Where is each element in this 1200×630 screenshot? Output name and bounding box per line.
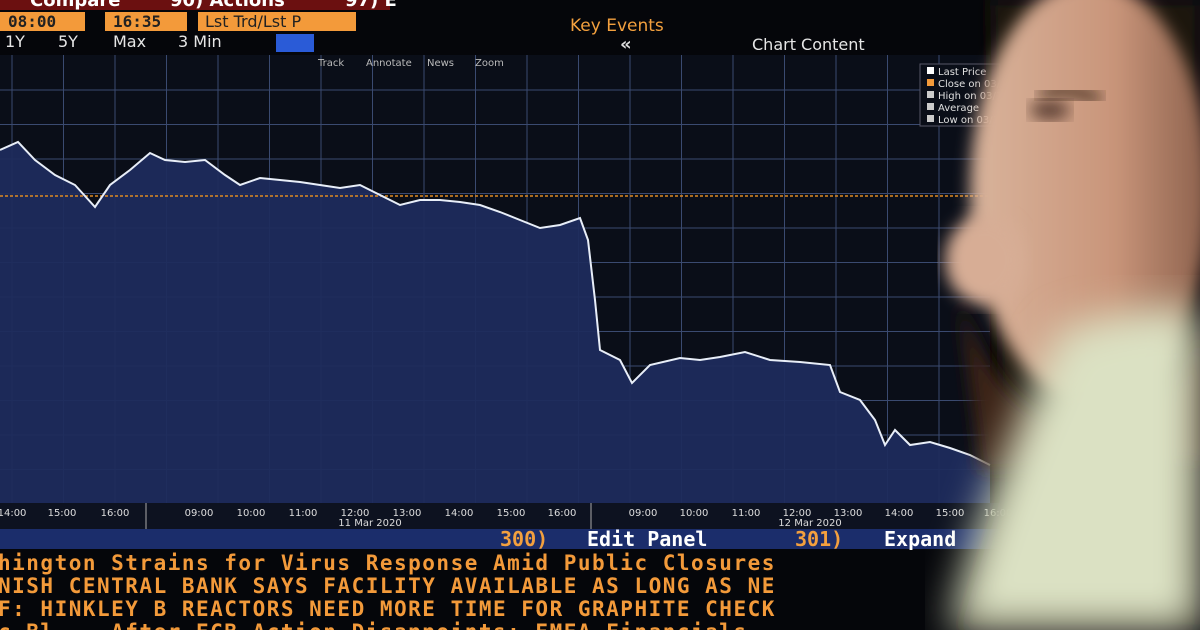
x-tick-label: 09:00: [185, 508, 214, 519]
x-tick-label: 14:00: [885, 508, 914, 519]
range-button: 1Y: [5, 32, 25, 51]
range-button: 3 Min: [178, 32, 222, 51]
time-box: [105, 12, 187, 31]
top-bar: [0, 0, 390, 10]
news-headline: F: HINKLEY B REACTORS NEED MORE TIME FOR…: [0, 597, 776, 621]
legend-label: High on 03/1: [938, 91, 1002, 102]
legend-label: Last Price: [938, 67, 986, 78]
legend-label: Close on 03/: [938, 79, 1001, 90]
footer-item: 300): [500, 527, 548, 551]
tool: Annotate: [366, 58, 412, 69]
legend-swatch: [927, 115, 934, 122]
legend-swatch: [927, 67, 934, 74]
x-tick-label: 16:00: [101, 508, 130, 519]
legend-swatch: [927, 91, 934, 98]
x-tick-label: 10:00: [680, 508, 709, 519]
chart-type-btn: [276, 34, 314, 52]
x-date-label: 11 Mar 2020: [338, 518, 401, 529]
mode-box: [198, 12, 356, 31]
tool: Zoom: [475, 58, 504, 69]
range-button: Max: [113, 32, 146, 51]
x-tick-label: 14:00: [445, 508, 474, 519]
x-tick-label: 14:00: [0, 508, 26, 519]
x-tick-label: 16:00: [548, 508, 577, 519]
person: [945, 0, 1200, 630]
x-axis-bar: [0, 503, 1000, 529]
menu-item: Compare: [30, 0, 120, 11]
x-tick-label: 12:00: [341, 508, 370, 519]
footer-item: Edit Panel: [587, 527, 707, 551]
key-events: Key Events: [570, 16, 664, 36]
mode: Lst Trd/Lst P: [205, 12, 301, 31]
tool: Track: [317, 58, 344, 69]
x-tick-label: 15:00: [497, 508, 526, 519]
menu-item: 97) E: [345, 0, 397, 11]
collapse: «: [620, 34, 632, 55]
x-tick-label: 10:00: [237, 508, 266, 519]
legend-swatch: [927, 79, 934, 86]
legend-swatch: [927, 103, 934, 110]
menu-item: 90) Actions: [170, 0, 285, 11]
x-tick-label: 13:00: [393, 508, 422, 519]
legend-label: Average: [938, 103, 979, 114]
news-headline: c Bl... After ECB Action Disappoints; EM…: [0, 620, 748, 630]
x-tick-label: 11:00: [732, 508, 761, 519]
price-area: [0, 142, 990, 503]
x-tick-label: 13:00: [834, 508, 863, 519]
range-button: 5Y: [58, 32, 78, 51]
x-date-label: 12 Mar 2020: [778, 518, 841, 529]
footer-bar: [0, 529, 1000, 549]
time-to: 16:35: [113, 12, 161, 31]
chart-content: Chart Content: [752, 35, 865, 54]
x-tick-label: 12:00: [783, 508, 812, 519]
time-box: [0, 12, 85, 31]
footer-item: 301): [795, 527, 843, 551]
x-tick-label: 15:00: [48, 508, 77, 519]
time-from: 08:00: [8, 12, 56, 31]
legend-label: Low on 03/12 1: [938, 115, 1015, 126]
news-headline: NISH CENTRAL BANK SAYS FACILITY AVAILABL…: [0, 574, 776, 598]
tool: News: [427, 58, 454, 69]
x-tick-label: 15:00: [936, 508, 965, 519]
x-tick-label: 11:00: [289, 508, 318, 519]
price-line: [0, 140, 991, 466]
news-headline: hington Strains for Virus Response Amid …: [0, 551, 776, 575]
x-tick-label: 09:00: [629, 508, 658, 519]
footer-item: Expand: [884, 527, 956, 551]
